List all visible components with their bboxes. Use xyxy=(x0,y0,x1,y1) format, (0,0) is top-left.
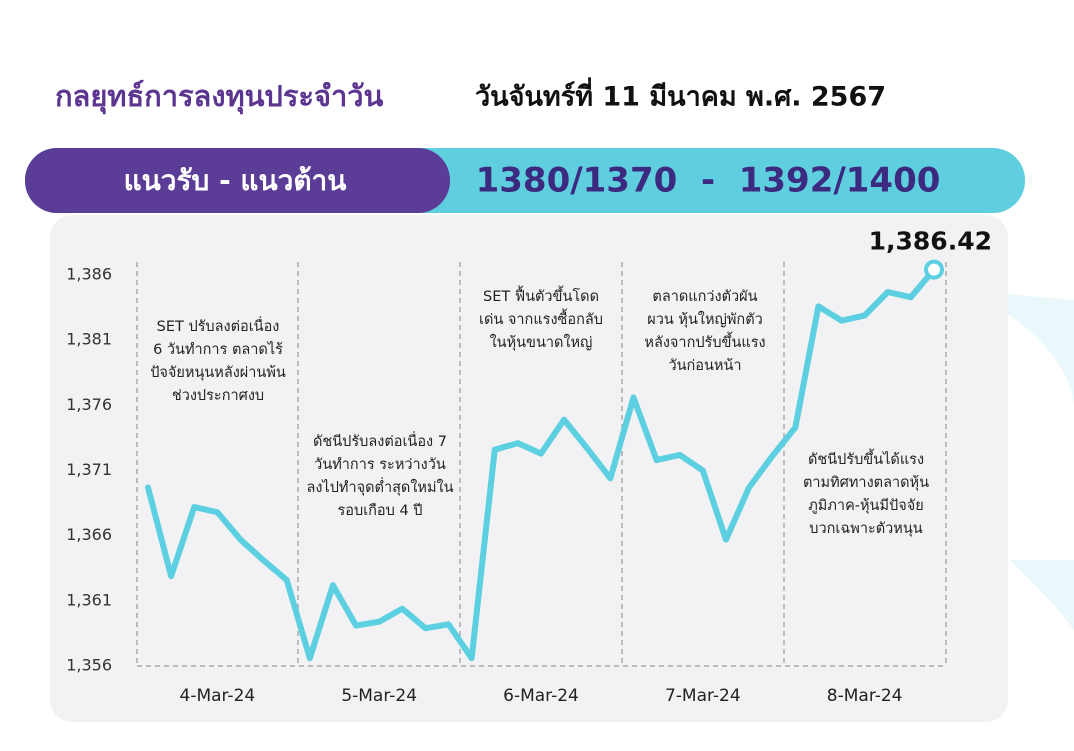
annotation: 6 วันทำการ ตลาดไร้ xyxy=(153,340,283,358)
band-label-box xyxy=(25,148,450,213)
annotation: SET ปรับลงต่อเนื่อง xyxy=(157,316,280,335)
annotation: SET ฟื้นตัวขึ้นโดด xyxy=(483,285,599,305)
annotation: เด่น จากแรงซื้อกลับ xyxy=(479,308,603,328)
end-point xyxy=(924,259,944,280)
day-separators xyxy=(136,262,947,666)
y-tick-label: 1,386 xyxy=(66,265,112,284)
annotation: ปัจจัยหนุนหลังผ่านพ้น xyxy=(150,364,286,381)
decor xyxy=(1010,560,1074,630)
annotation: วันก่อนหน้า xyxy=(668,357,741,374)
band-label: แนวรับ - แนวต้าน xyxy=(124,164,347,197)
annotation: ผวน หุ้นใหญ่พักตัว xyxy=(647,310,763,328)
annotation: ตามทิศทางตลาดหุ้น xyxy=(803,474,929,491)
x-tick-label: 8-Mar-24 xyxy=(827,686,903,706)
band-levels: 1380/1370 - 1392/1400 xyxy=(476,161,941,201)
title: กลยุทธ์การลงทุนประจำวัน xyxy=(55,79,384,114)
y-tick-label: 1,381 xyxy=(66,330,112,349)
decor xyxy=(960,290,1074,420)
annotation: ในหุ้นขนาดใหญ่ xyxy=(490,333,593,351)
x-tick-label: 7-Mar-24 xyxy=(665,686,741,706)
x-tick-label: 4-Mar-24 xyxy=(180,686,256,706)
annotation: ภูมิภาค-หุ้นมีปัจจัย xyxy=(808,497,923,514)
series-line xyxy=(145,266,937,662)
annotation: ดัชนีปรับลงต่อเนื่อง 7 xyxy=(313,431,447,450)
annotation: หลังจากปรับขึ้นแรง xyxy=(644,331,765,351)
annotation: ตลาดแกว่งตัวผัน xyxy=(652,289,757,305)
date: วันจันทร์ที่ 11 มีนาคม พ.ศ. 2567 xyxy=(475,77,886,113)
annotation: วันทำการ ระหว่างวัน xyxy=(314,457,446,473)
y-tick-label: 1,371 xyxy=(66,460,112,479)
annotation: ช่วงประกาศงบ xyxy=(172,388,264,404)
y-tick-label: 1,356 xyxy=(66,656,112,675)
y-tick-label: 1,366 xyxy=(66,525,112,544)
value-label: 1,386.42 xyxy=(869,227,992,256)
annotation: ลงไปทำจุดต่ำสุดใหม่ใน xyxy=(306,477,453,496)
x-tick-label: 6-Mar-24 xyxy=(503,686,579,706)
x-tick-label: 5-Mar-24 xyxy=(341,686,417,706)
y-tick-label: 1,361 xyxy=(66,590,112,609)
annotation: บวกเฉพาะตัวหนุน xyxy=(809,521,922,537)
annotation: ดัชนีปรับขึ้นได้แรง xyxy=(808,448,924,468)
y-tick-label: 1,376 xyxy=(66,395,112,414)
annotation: รอบเกือบ 4 ปี xyxy=(338,502,423,519)
